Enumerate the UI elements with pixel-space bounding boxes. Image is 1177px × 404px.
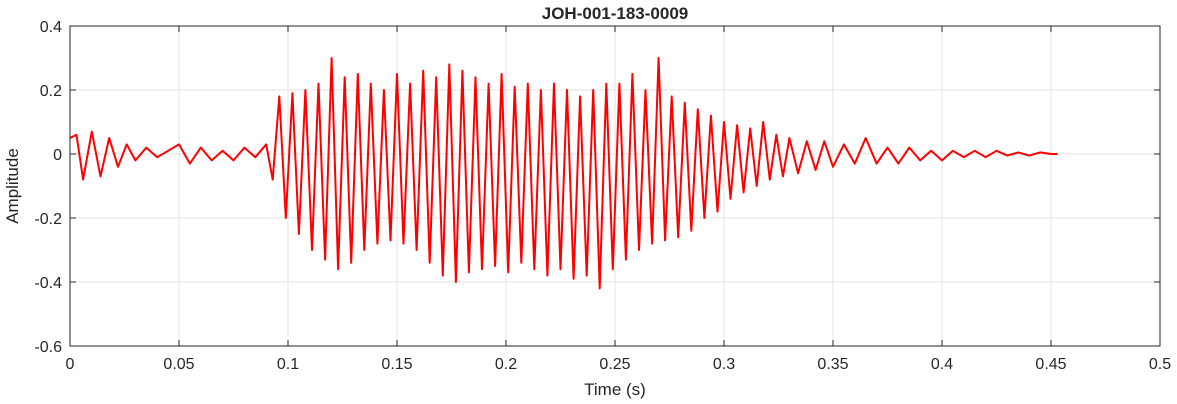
y-tick-label: 0.4 <box>40 19 62 36</box>
x-tick-label: 0 <box>66 356 75 373</box>
series-layer <box>69 57 1058 290</box>
y-tick-label: -0.4 <box>34 275 62 292</box>
x-tick-label: 0.05 <box>163 356 194 373</box>
y-tick-label: 0 <box>53 147 62 164</box>
y-tick-label: 0.2 <box>40 83 62 100</box>
x-tick-label: 0.1 <box>277 356 299 373</box>
x-tick-label: 0.3 <box>713 356 735 373</box>
x-tick-label: 0.35 <box>817 356 848 373</box>
y-tick-label: -0.2 <box>34 211 62 228</box>
x-tick-label: 0.45 <box>1035 356 1066 373</box>
x-tick-label: 0.15 <box>381 356 412 373</box>
y-axis-label: Amplitude <box>3 148 22 224</box>
x-tick-label: 0.2 <box>495 356 517 373</box>
x-tick-label: 0.25 <box>599 356 630 373</box>
x-axis-label: Time (s) <box>584 380 646 399</box>
x-tick-label: 0.5 <box>1149 356 1171 373</box>
chart-title: JOH-001-183-0009 <box>542 4 688 23</box>
y-tick-label: -0.6 <box>34 339 62 356</box>
axis-ticks: 0 0.05 0.1 0.15 0.2 0.25 0.3 0.35 0.4 0.45 0.5 -0.6… <box>34 19 1171 373</box>
x-tick-label: 0.4 <box>931 356 953 373</box>
waveform-line <box>69 57 1058 290</box>
